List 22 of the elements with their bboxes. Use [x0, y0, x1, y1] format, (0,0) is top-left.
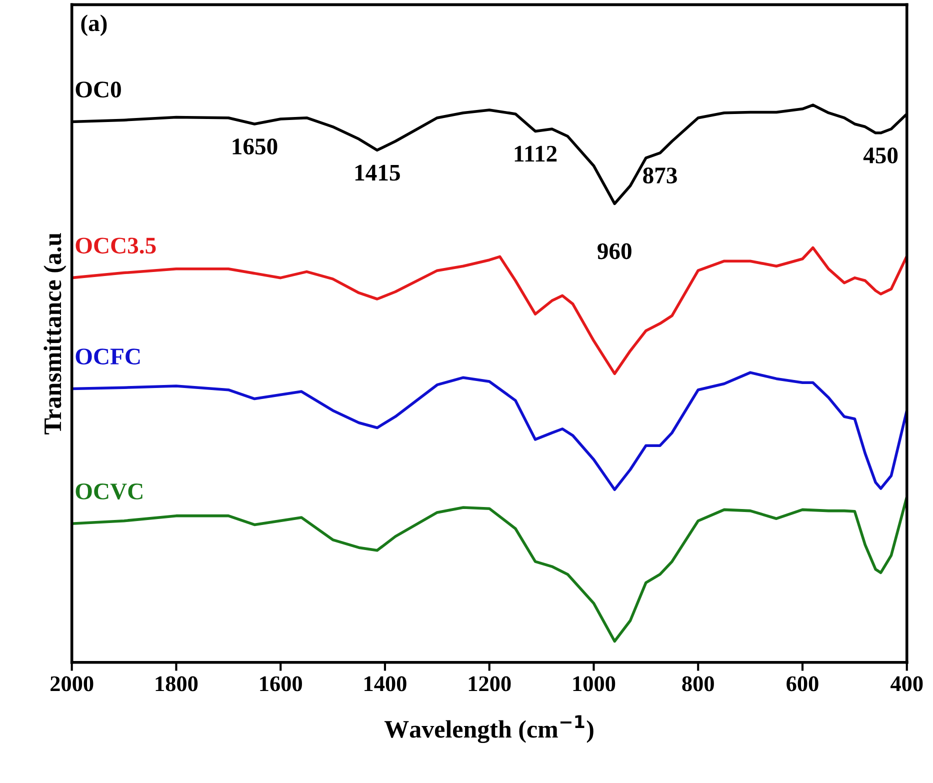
- annotation: 1415: [355, 164, 400, 181]
- annotation: 960: [598, 243, 632, 260]
- series-label: OC0: [76, 82, 121, 98]
- x-tick-label: 1000: [573, 676, 616, 692]
- x-tick-label: 400: [890, 676, 923, 692]
- x-tick-label: 600: [786, 676, 818, 692]
- x-tick-label: 800: [682, 676, 714, 692]
- x-axis-title: Wavelength (cm$^{−1}$): [384, 715, 594, 744]
- series-label: OCC3.5: [76, 238, 156, 254]
- annotation: 873: [643, 168, 677, 184]
- annotation: 1112: [514, 146, 557, 162]
- series-label: OCVC: [76, 484, 142, 500]
- x-tick-label: 2000: [50, 676, 94, 692]
- annotation: 1650: [232, 138, 278, 154]
- x-tick-label: 1800: [156, 676, 198, 692]
- y-axis-title: Transmittance (a.u: [44, 233, 66, 434]
- series-label: OCFC: [76, 348, 140, 364]
- text: (a): [81, 14, 107, 36]
- x-tick-label: 1600: [260, 676, 302, 692]
- x-tick-label: 1400: [364, 676, 406, 692]
- annotation: 450: [863, 147, 898, 164]
- x-tick-label: 1200: [468, 676, 511, 692]
